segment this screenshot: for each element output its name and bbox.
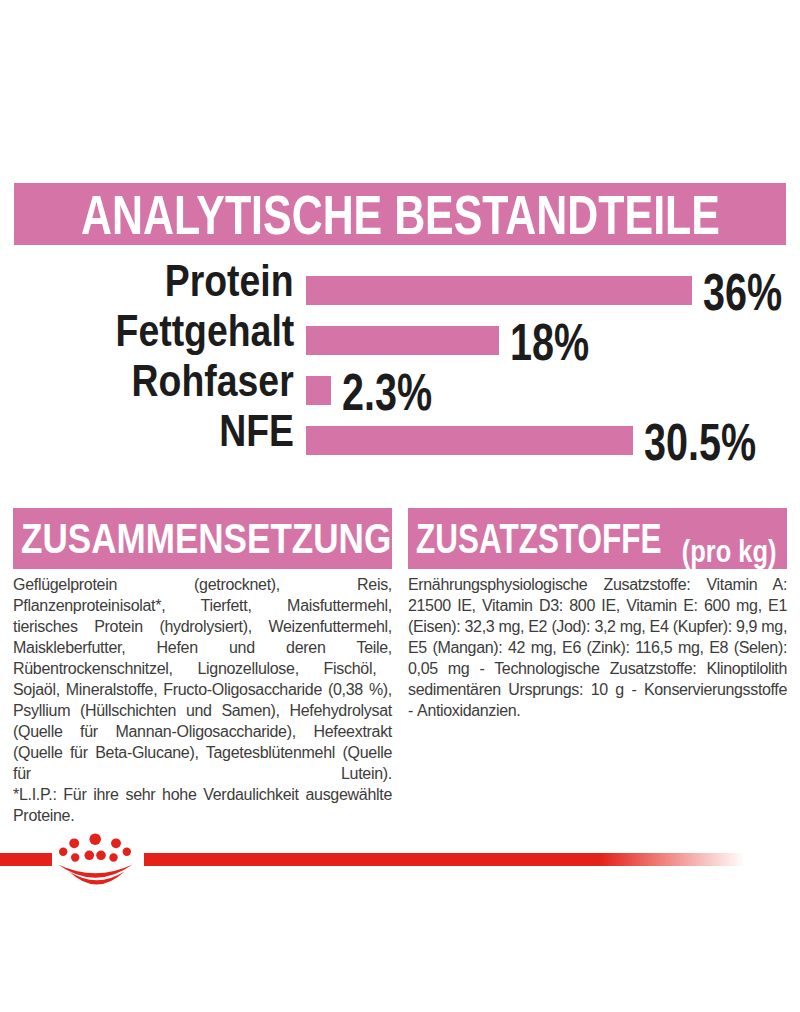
chart-bar xyxy=(306,376,331,405)
royal-canin-crown-logo xyxy=(46,831,146,891)
analytical-components-banner: ANALYTISCHE BESTANDTEILE xyxy=(14,183,786,245)
composition-title: ZUSAMMENSETZUNG xyxy=(21,515,391,563)
chart-category-label: Fettgehalt xyxy=(84,306,294,356)
composition-footnote: *L.I.P.: Für ihre sehr hohe Verdaulichke… xyxy=(13,784,392,826)
analytical-components-chart: Protein36%Fettgehalt18%Rohfaser2.3%NFE30… xyxy=(0,276,800,506)
divider-line-right xyxy=(144,853,745,866)
additives-unit-label: (pro kg) xyxy=(681,534,776,570)
banner-title: ANALYTISCHE BESTANDTEILE xyxy=(81,183,720,247)
chart-row: Protein36% xyxy=(0,276,800,305)
composition-body: Geflügelprotein (getrocknet), Reis, Pfla… xyxy=(13,574,392,784)
chart-value-label: 18% xyxy=(510,312,614,372)
chart-category-label: Protein xyxy=(142,256,294,306)
additives-body: Ernährungsphysiologische Zusatzstoffe: V… xyxy=(408,574,787,721)
chart-value-label: 2.3% xyxy=(342,362,461,422)
chart-value-label: 36% xyxy=(703,262,800,322)
additives-title: ZUSATZSTOFFE xyxy=(416,515,662,563)
chart-row: Fettgehalt18% xyxy=(0,326,800,355)
divider-line-left xyxy=(0,853,52,866)
chart-row: NFE30.5% xyxy=(0,426,800,455)
additives-section: ZUSATZSTOFFE (pro kg) Ernährungsphysiolo… xyxy=(408,508,787,721)
chart-bar xyxy=(306,276,692,305)
additives-header: ZUSATZSTOFFE (pro kg) xyxy=(408,508,787,569)
composition-section: ZUSAMMENSETZUNG Geflügelprotein (getrock… xyxy=(13,508,392,826)
chart-category-label: Rohfaser xyxy=(103,356,294,406)
pet-food-info-panel: ANALYTISCHE BESTANDTEILE Protein36%Fettg… xyxy=(0,0,800,1012)
chart-bar xyxy=(306,426,633,455)
composition-header: ZUSAMMENSETZUNG xyxy=(13,508,392,569)
chart-category-label: NFE xyxy=(206,406,294,456)
chart-row: Rohfaser2.3% xyxy=(0,376,800,405)
chart-value-label: 30.5% xyxy=(644,412,791,472)
chart-bar xyxy=(306,326,499,355)
